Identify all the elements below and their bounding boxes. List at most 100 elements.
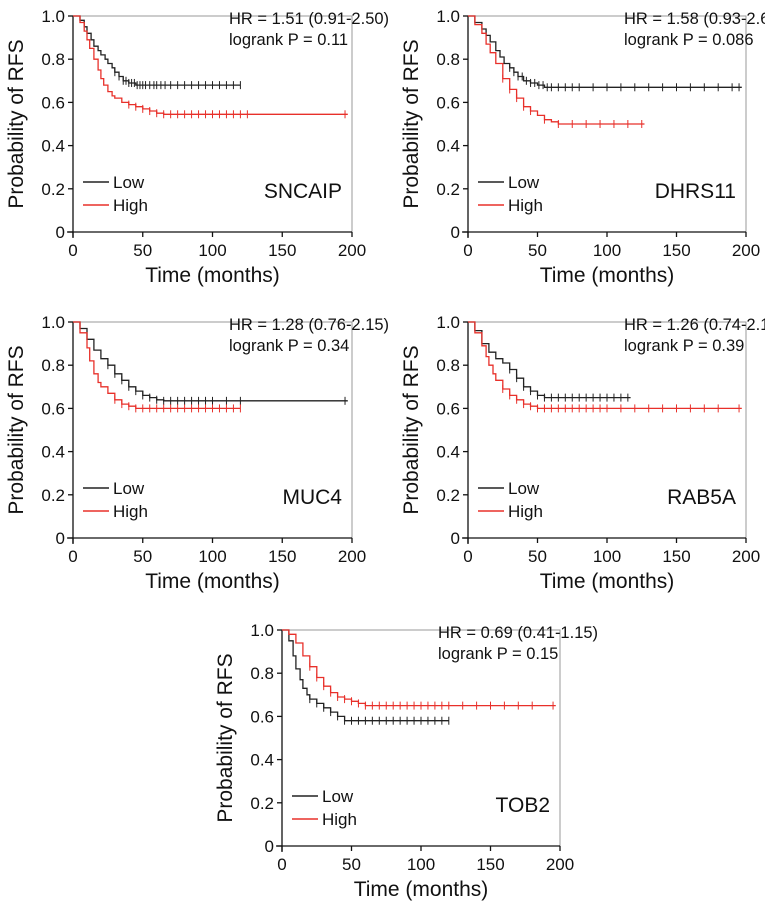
legend-label-low: Low <box>113 479 145 498</box>
series-low <box>468 321 631 402</box>
x-tick-label: 200 <box>338 241 366 260</box>
x-tick-label: 0 <box>68 547 77 566</box>
y-tick-label: 0 <box>56 223 65 242</box>
y-tick-label: 0.2 <box>436 180 460 199</box>
x-tick-label: 150 <box>268 547 296 566</box>
logrank-annotation: logrank P = 0.34 <box>229 337 349 355</box>
y-tick-label: 0.2 <box>436 486 460 505</box>
km-curve-high <box>282 629 556 707</box>
km-panel-dhrs11: 0 0.2 0.4 0.6 0.8 1.0 0 50 100 150 200 Time (months… <box>400 7 765 287</box>
legend: Low High <box>292 787 357 829</box>
y-tick-label: 0 <box>56 529 65 548</box>
series-high <box>282 629 556 710</box>
y-tick-label: 0.4 <box>250 751 274 770</box>
y-axis-title: Probability of RFS <box>400 39 423 208</box>
x-tick-label: 0 <box>463 547 472 566</box>
legend: Low High <box>83 479 148 521</box>
x-tick-label: 100 <box>407 855 435 874</box>
x-tick-label: 50 <box>342 855 361 874</box>
y-tick-label: 0.6 <box>250 707 274 726</box>
y-tick-label: 0 <box>451 529 460 548</box>
y-tick-label: 0 <box>265 837 274 856</box>
series-low <box>73 15 241 90</box>
y-axis-title: Probability of RFS <box>5 345 28 514</box>
km-panel-sncaip: 0 0.2 0.4 0.6 0.8 1.0 0 50 100 150 200 Time (months… <box>5 7 389 287</box>
x-tick-label: 50 <box>528 547 547 566</box>
hr-annotation: HR = 1.28 (0.76-2.15) <box>229 316 389 334</box>
legend-label-high: High <box>113 502 148 521</box>
y-tick-label: 0 <box>451 223 460 242</box>
x-tick-label: 100 <box>593 547 621 566</box>
logrank-annotation: logrank P = 0.39 <box>624 337 744 355</box>
gene-name-label: MUC4 <box>282 486 342 509</box>
y-tick-label: 0.4 <box>41 137 65 156</box>
x-tick-label: 0 <box>463 241 472 260</box>
series-high <box>468 321 742 413</box>
series-low <box>282 629 450 725</box>
legend-label-low: Low <box>322 787 354 806</box>
y-tick-label: 0.6 <box>436 93 460 112</box>
y-tick-label: 0.2 <box>250 794 274 813</box>
legend: Low High <box>478 479 543 521</box>
x-tick-label: 150 <box>476 855 504 874</box>
hr-annotation: HR = 0.69 (0.41-1.15) <box>438 624 598 642</box>
y-tick-label: 0.8 <box>436 50 460 69</box>
gene-name-label: DHRS11 <box>655 180 736 203</box>
x-tick-label: 150 <box>662 241 690 260</box>
x-axis-title: Time (months) <box>145 570 280 593</box>
y-tick-label: 1.0 <box>41 313 65 332</box>
x-axis-title: Time (months) <box>540 570 675 593</box>
y-axis-title: Probability of RFS <box>214 653 237 822</box>
y-tick-label: 0.8 <box>436 356 460 375</box>
x-tick-label: 150 <box>662 547 690 566</box>
y-tick-label: 1.0 <box>41 7 65 26</box>
legend-label-high: High <box>508 196 543 215</box>
gene-name-label: TOB2 <box>496 794 550 817</box>
series-low <box>73 321 348 405</box>
x-tick-label: 200 <box>338 547 366 566</box>
x-tick-label: 200 <box>732 547 760 566</box>
x-axis-title: Time (months) <box>145 264 280 287</box>
legend-label-low: Low <box>113 173 145 192</box>
y-tick-label: 0.8 <box>250 664 274 683</box>
y-tick-label: 1.0 <box>436 313 460 332</box>
y-tick-label: 1.0 <box>250 621 274 640</box>
km-curve-low <box>468 15 742 88</box>
y-tick-label: 1.0 <box>436 7 460 26</box>
series-high <box>73 321 241 413</box>
km-curve-high <box>73 321 241 410</box>
legend-label-high: High <box>508 502 543 521</box>
y-tick-label: 0.4 <box>436 137 460 156</box>
legend-label-low: Low <box>508 173 540 192</box>
y-tick-label: 0.6 <box>41 399 65 418</box>
y-tick-label: 0.4 <box>436 443 460 462</box>
gene-name-label: SNCAIP <box>264 180 342 203</box>
x-tick-label: 100 <box>198 241 226 260</box>
km-panel-rab5a: 0 0.2 0.4 0.6 0.8 1.0 0 50 100 150 200 Time (months… <box>400 313 765 593</box>
legend-label-low: Low <box>508 479 540 498</box>
x-axis-title: Time (months) <box>540 264 675 287</box>
km-curve-high <box>468 15 645 125</box>
km-panel-tob2: 0 0.2 0.4 0.6 0.8 1.0 0 50 100 150 200 Time (months… <box>214 621 598 901</box>
logrank-annotation: logrank P = 0.11 <box>229 31 348 49</box>
x-tick-label: 50 <box>528 241 547 260</box>
x-tick-label: 100 <box>593 241 621 260</box>
y-axis-title: Probability of RFS <box>400 345 423 514</box>
y-tick-label: 0.2 <box>41 486 65 505</box>
y-tick-label: 0.4 <box>41 443 65 462</box>
y-tick-label: 0.2 <box>41 180 65 199</box>
legend-label-high: High <box>322 810 357 829</box>
hr-annotation: HR = 1.58 (0.93-2.68) <box>624 10 765 28</box>
km-panel-muc4: 0 0.2 0.4 0.6 0.8 1.0 0 50 100 150 200 Time (months… <box>5 313 389 593</box>
x-tick-label: 150 <box>268 241 296 260</box>
x-tick-label: 100 <box>198 547 226 566</box>
gene-name-label: RAB5A <box>667 486 736 509</box>
x-tick-label: 0 <box>277 855 286 874</box>
hr-annotation: HR = 1.26 (0.74-2.14) <box>624 316 765 334</box>
logrank-annotation: logrank P = 0.086 <box>624 31 754 49</box>
x-tick-label: 50 <box>133 547 152 566</box>
hr-annotation: HR = 1.51 (0.91-2.50) <box>229 10 389 28</box>
series-high <box>468 15 645 128</box>
y-tick-label: 0.6 <box>41 93 65 112</box>
x-tick-label: 50 <box>133 241 152 260</box>
